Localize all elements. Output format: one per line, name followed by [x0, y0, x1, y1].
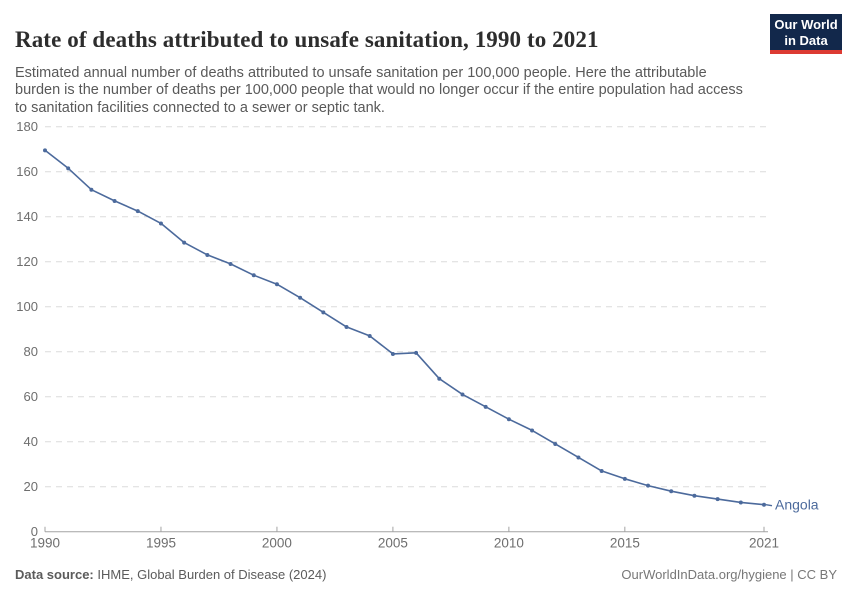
- data-point-marker: [506, 417, 511, 422]
- owid-logo-line2: in Data: [784, 33, 828, 48]
- data-point-marker: [437, 376, 442, 381]
- license-note[interactable]: OurWorldInData.org/hygiene | CC BY: [621, 567, 837, 582]
- x-tick-label: 2021: [749, 536, 779, 551]
- y-tick-label: 100: [16, 299, 38, 314]
- data-point-marker: [390, 351, 395, 356]
- data-point-marker: [89, 187, 94, 192]
- data-point-marker: [738, 500, 743, 505]
- data-point-marker: [228, 261, 233, 266]
- chart-subtitle: Estimated annual number of deaths attrib…: [15, 64, 743, 116]
- data-point-marker: [762, 502, 766, 507]
- y-tick-label: 20: [24, 479, 38, 494]
- x-tick-label: 1990: [30, 536, 60, 551]
- x-tick-label: 2005: [378, 536, 408, 551]
- data-point-marker: [715, 497, 720, 502]
- series-line-angola[interactable]: [44, 149, 765, 506]
- entity-label-connector: [765, 504, 773, 507]
- data-point-marker: [274, 282, 279, 287]
- y-tick-label: 140: [16, 209, 38, 224]
- y-axis-labels: 0 20 40 60 80 100 120 140 160 180: [16, 119, 38, 539]
- y-tick-label: 180: [16, 119, 38, 134]
- data-point-marker: [367, 333, 372, 338]
- y-tick-label: 160: [16, 164, 38, 179]
- data-point-marker: [414, 350, 419, 355]
- entity-label-angola[interactable]: Angola: [775, 497, 819, 513]
- data-point-marker: [251, 273, 256, 278]
- data-point-marker: [460, 392, 465, 397]
- data-point-marker: [530, 428, 535, 433]
- gridlines: [45, 126, 768, 533]
- x-tick-label: 2000: [262, 536, 292, 551]
- x-tick-label: 1995: [146, 536, 176, 551]
- data-point-marker: [182, 240, 187, 245]
- data-point-marker: [646, 483, 651, 488]
- line-chart[interactable]: 0 20 40 60 80 100 120 140 160 180 1990 1995 2000 2005…: [0, 115, 850, 565]
- owid-logo[interactable]: Our World in Data: [770, 14, 842, 54]
- x-axis: 1990 1995 2000 2005 2010 2015 2021: [30, 526, 779, 551]
- y-tick-label: 60: [24, 389, 38, 404]
- series-markers: [43, 148, 766, 507]
- owid-logo-line1: Our World: [774, 17, 838, 32]
- x-tick-label: 2015: [610, 536, 640, 551]
- y-tick-label: 40: [24, 434, 38, 449]
- data-point-marker: [669, 489, 674, 494]
- data-source-note: Data source: IHME, Global Burden of Dise…: [15, 567, 326, 582]
- data-source-label: Data source:: [15, 567, 94, 582]
- data-source-text: IHME, Global Burden of Disease (2024): [93, 567, 327, 582]
- data-point-marker: [158, 221, 163, 226]
- data-point-marker: [298, 295, 303, 300]
- data-point-marker: [622, 476, 627, 481]
- chart-footer: Data source: IHME, Global Burden of Dise…: [15, 567, 837, 582]
- data-point-marker: [576, 455, 581, 460]
- data-point-marker: [483, 404, 488, 409]
- data-point-marker: [66, 166, 71, 171]
- y-tick-label: 0: [31, 524, 38, 539]
- data-point-marker: [43, 148, 47, 153]
- data-point-marker: [599, 468, 604, 473]
- data-point-marker: [344, 324, 349, 329]
- y-tick-label: 120: [16, 254, 38, 269]
- data-point-marker: [135, 209, 140, 214]
- data-point-marker: [692, 493, 697, 498]
- data-point-marker: [321, 310, 326, 315]
- y-tick-label: 80: [24, 344, 38, 359]
- data-point-marker: [112, 198, 117, 203]
- data-point-marker: [553, 441, 558, 446]
- data-point-marker: [205, 252, 210, 257]
- x-tick-label: 2010: [494, 536, 524, 551]
- chart-title: Rate of deaths attributed to unsafe sani…: [15, 27, 599, 53]
